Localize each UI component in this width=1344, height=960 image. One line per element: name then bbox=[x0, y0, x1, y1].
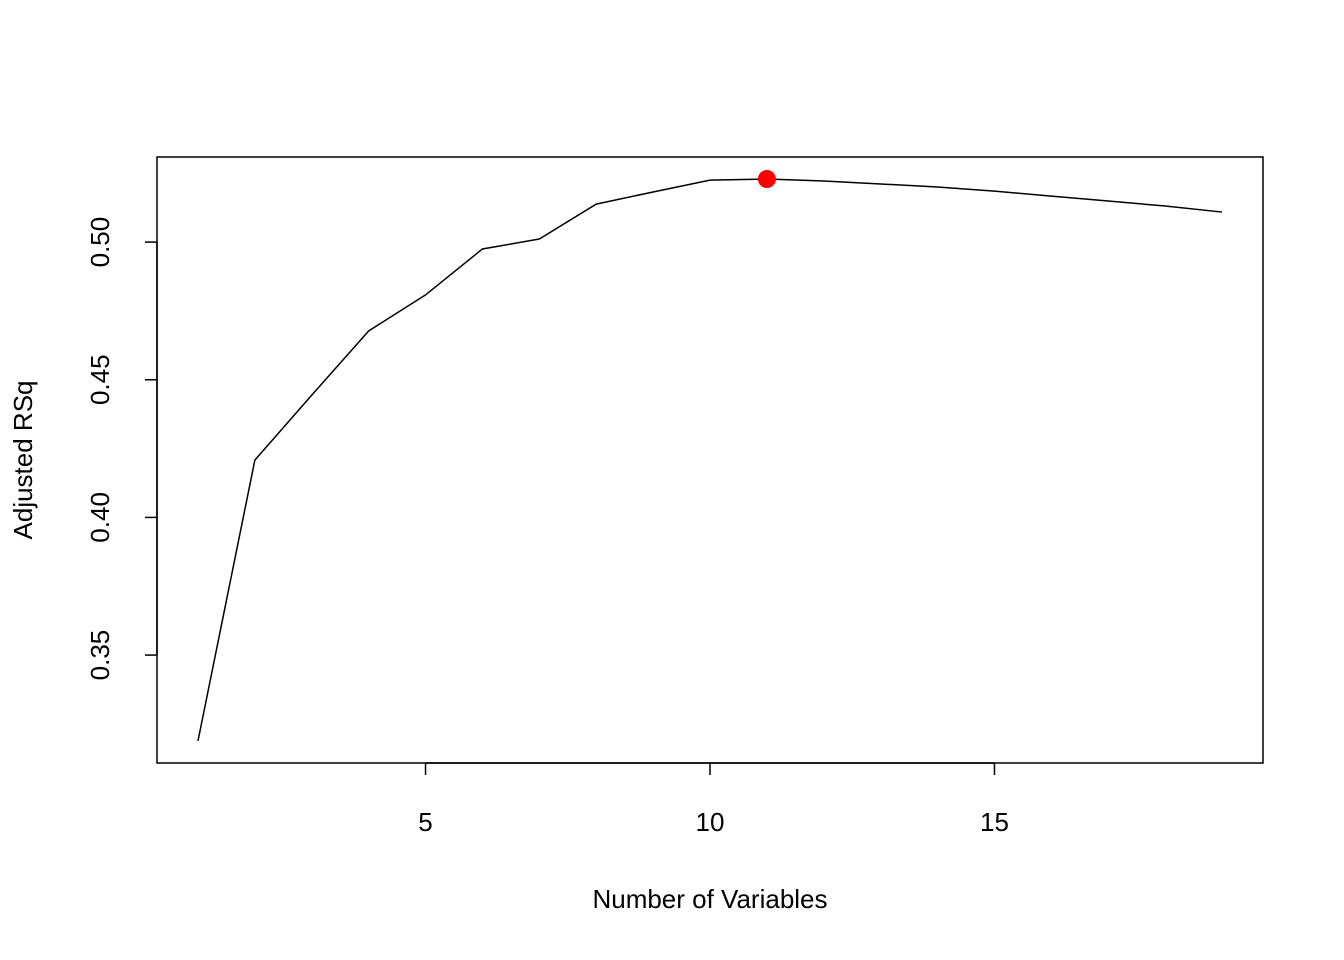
y-tick-label: 0.50 bbox=[85, 217, 115, 268]
x-tick-label: 5 bbox=[418, 807, 432, 837]
data-line bbox=[197, 178, 1223, 742]
plot-frame bbox=[156, 156, 1264, 764]
x-tick-label: 10 bbox=[696, 807, 725, 837]
y-tick-label: 0.40 bbox=[85, 492, 115, 543]
highlight-point bbox=[757, 170, 776, 189]
y-tick-label: 0.45 bbox=[85, 354, 115, 405]
x-axis-label: Number of Variables bbox=[592, 884, 827, 914]
y-tick-label: 0.35 bbox=[85, 630, 115, 681]
y-axis-label: Adjusted RSq bbox=[8, 381, 38, 540]
x-tick-label: 15 bbox=[980, 807, 1009, 837]
